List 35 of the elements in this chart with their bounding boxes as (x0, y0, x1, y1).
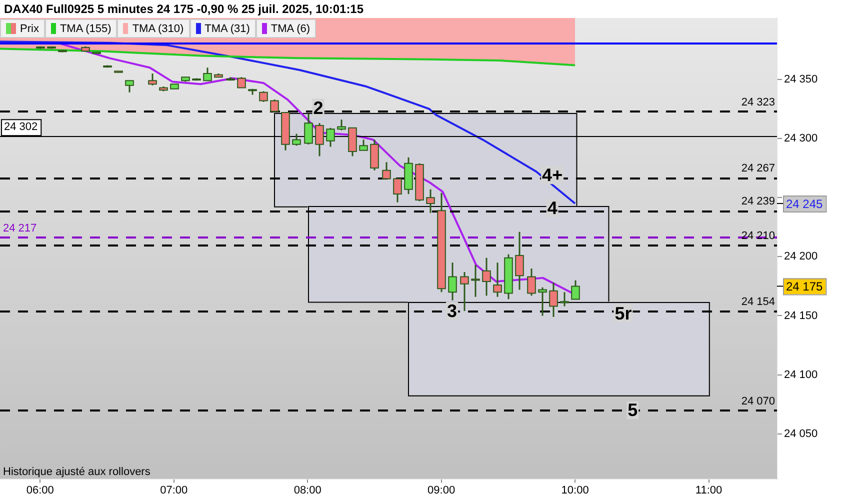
annotation: 3 (447, 300, 458, 321)
legend-label: TMA (155) (60, 22, 112, 34)
x-tick-label: 11:00 (695, 484, 722, 496)
chart-title: DAX40 Full0925 5 minutes 24 175 -0,90 % 25 juil. 2025, 10:01:15 (4, 2, 364, 16)
ref-line-label: 24 302 (4, 121, 38, 134)
ref-line-label: 24 210 (741, 230, 775, 242)
y-tick-label: 24 350 (784, 73, 818, 86)
text: 24 175 (786, 280, 824, 294)
y-tick-label: 24 200 (784, 250, 818, 263)
annotation: 4 (547, 198, 558, 218)
annotation: 5r (614, 303, 632, 324)
y-tick-label: 24 300 (784, 132, 818, 145)
text: 24 245 (786, 196, 824, 211)
ref-line-label: 24 323 (741, 96, 775, 108)
ref-line-label: 24 154 (741, 296, 775, 308)
y-tick-label: 24 100 (784, 368, 818, 381)
ref-line-label: 24 217 (3, 222, 37, 235)
ref-line-label: 24 239 (741, 196, 775, 208)
legend-label: Prix (20, 22, 39, 34)
y-tick-label: 24 150 (784, 310, 818, 322)
x-tick-label: 07:00 (160, 484, 188, 496)
annotation: 2 (313, 98, 324, 118)
x-tick-label: 08:00 (294, 484, 322, 496)
ref-line-label: 24 267 (741, 162, 775, 175)
annotation: 5 (628, 400, 638, 420)
x-tick-label: 10:00 (561, 484, 589, 496)
ref-line-label: 24 070 (741, 395, 775, 408)
x-tick-label: 06:00 (26, 484, 54, 496)
y-tick-label: 24 050 (784, 428, 818, 440)
legend-label: TMA (31) (204, 22, 250, 34)
legend-label: TMA (6) (270, 22, 310, 34)
legend-label: TMA (310) (132, 22, 184, 34)
x-tick-label: 09:00 (428, 484, 456, 496)
annotation: 4+ (542, 165, 563, 186)
annotation: Historique ajusté aux rollovers (3, 466, 150, 478)
